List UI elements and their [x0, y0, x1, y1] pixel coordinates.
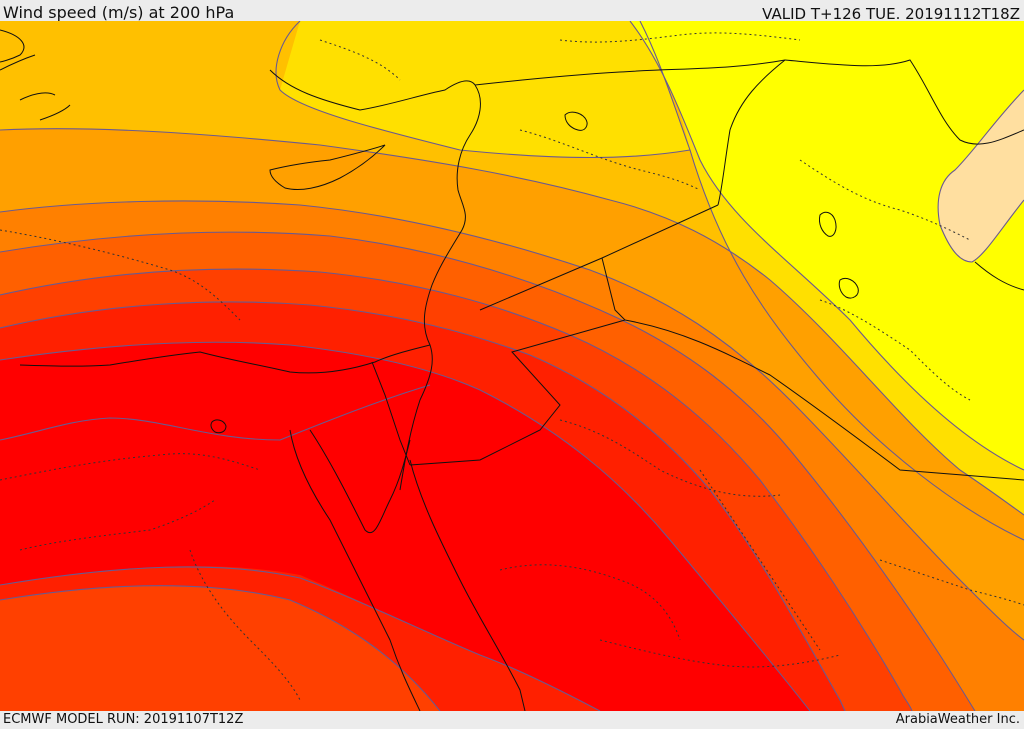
band-5: [938, 90, 1024, 262]
band-14: [0, 585, 440, 711]
contour-line: [0, 268, 913, 711]
lake: [210, 419, 227, 434]
contour-lines: [0, 21, 1024, 711]
lake: [564, 111, 588, 131]
admin-line: [799, 159, 971, 241]
border-jordan-iraq: [601, 257, 626, 321]
admin-line: [519, 129, 701, 191]
border-iraq-saudi: [624, 319, 1024, 481]
border-jordan-saudi-south: [409, 319, 626, 466]
border-syria-iraq: [717, 59, 786, 206]
band-11: [0, 342, 810, 711]
coastline-sinai: [309, 429, 411, 533]
coastline-cyprus: [269, 144, 386, 191]
lake: [819, 211, 837, 237]
admin-line: [819, 299, 971, 401]
credit-label: ArabiaWeather Inc.: [895, 712, 1020, 727]
lake: [838, 277, 859, 299]
coastline-crete-islands: [0, 54, 71, 121]
border-iran-iraq: [784, 59, 1024, 145]
admin-line: [0, 229, 241, 321]
country-borders: [371, 59, 1024, 481]
header-bar: [0, 0, 1024, 21]
valid-time-label: VALID T+126 TUE. 20191112T18Z: [762, 5, 1020, 23]
border-turkey-syria: [474, 59, 786, 86]
coastline-levant: [399, 84, 481, 491]
band-4: [630, 21, 1024, 470]
coastline-red-sea: [289, 429, 421, 711]
admin-line: [319, 39, 401, 81]
admin-line: [189, 549, 301, 701]
contour-line: [0, 301, 846, 711]
coastline-turkey: [269, 69, 476, 111]
admin-line: [19, 499, 216, 551]
coastline-gulf: [974, 261, 1024, 291]
coastlines: [0, 29, 1024, 711]
contour-line: [0, 384, 431, 441]
admin-boundaries: [0, 32, 1024, 701]
coastline-aqaba: [409, 459, 526, 711]
admin-line: [599, 639, 841, 668]
lakes: [210, 111, 859, 434]
contour-line: [0, 585, 441, 711]
contour-line: [0, 128, 1024, 516]
map-canvas: [0, 21, 1024, 711]
admin-line: [559, 419, 781, 497]
contour-line: [0, 566, 601, 711]
admin-line: [559, 32, 801, 43]
border-egypt-israel: [371, 361, 411, 466]
contour-line: [0, 231, 976, 711]
admin-line: [879, 559, 1024, 606]
contour-line: [0, 341, 811, 711]
contour-line: [937, 89, 1024, 263]
footer-bar: [0, 711, 1024, 729]
coastline-west: [0, 29, 25, 63]
contour-line: [275, 21, 691, 159]
admin-line: [499, 564, 681, 641]
contour-line: [689, 149, 1024, 541]
model-run-label: ECMWF MODEL RUN: 20191107T12Z: [3, 712, 244, 727]
wind-speed-map[interactable]: [0, 21, 1024, 711]
contour-line: [629, 21, 1024, 471]
admin-line: [0, 453, 261, 481]
map-title: Wind speed (m/s) at 200 hPa: [3, 3, 235, 22]
contour-line: [0, 200, 1024, 641]
coastline-egypt: [19, 344, 431, 374]
